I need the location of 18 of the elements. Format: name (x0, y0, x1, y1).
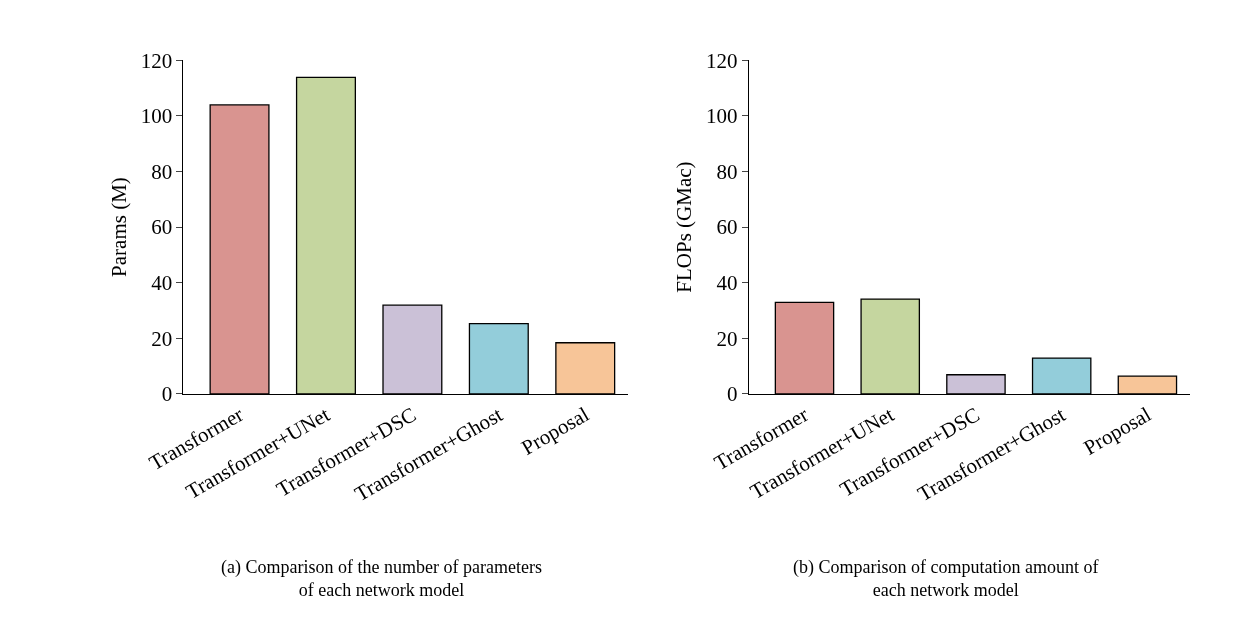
y-tick-label: 60 (716, 215, 738, 240)
y-tick-label: 40 (151, 271, 173, 296)
y-tick-label: 80 (151, 159, 173, 184)
y-tick-label: 0 (727, 382, 738, 407)
y-tick-label: 0 (161, 382, 173, 407)
y-tick-label: 20 (716, 326, 738, 351)
y-axis-title: FLOPs (GMac) (672, 161, 697, 293)
y-tick-label: 100 (140, 104, 173, 129)
y-tick-label: 60 (151, 215, 173, 240)
text: (a) Comparison of the number of parameters of each network model (221, 557, 542, 601)
y-axis-title: Params (M) (106, 177, 131, 277)
y-tick-label: 120 (140, 48, 173, 73)
text: (b) Comparison of computation amount of each network model (793, 557, 1099, 601)
y-tick-label: 80 (716, 159, 738, 184)
y-tick-label: 40 (716, 271, 738, 296)
y-tick-label: 100 (706, 104, 738, 129)
y-tick-label: 120 (706, 48, 738, 73)
y-tick-label: 20 (151, 326, 173, 351)
